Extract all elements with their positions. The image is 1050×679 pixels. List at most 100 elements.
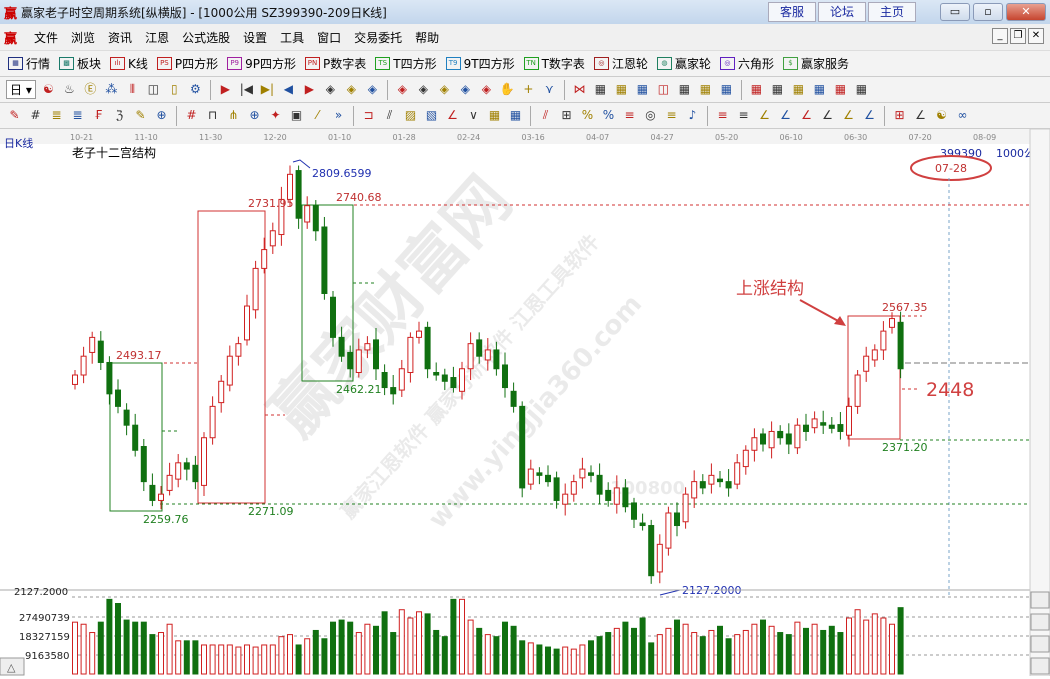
toolbar-button-0[interactable]: ▦ 行情	[8, 55, 50, 72]
menu-1[interactable]: 浏览	[71, 30, 96, 45]
tool-icon[interactable]: Ⓔ	[84, 82, 97, 96]
tool-icon[interactable]: +	[523, 82, 534, 96]
tool-icon[interactable]: ▦	[699, 82, 712, 96]
toolbar-button-11[interactable]: ◎ 六角形	[719, 55, 774, 72]
tool-icon[interactable]: ≣	[72, 108, 83, 122]
tool-icon[interactable]: ▶	[220, 82, 230, 96]
tool-icon[interactable]: ◎	[645, 108, 656, 122]
close-button[interactable]: ✕	[1006, 3, 1046, 21]
tool-icon[interactable]: ≡	[717, 108, 728, 122]
tool-icon[interactable]: ⊞	[894, 108, 905, 122]
tool-icon[interactable]: ≡	[624, 108, 635, 122]
tool-icon[interactable]: ◈	[418, 82, 428, 96]
tool-icon[interactable]: ₣	[94, 108, 103, 122]
menu-4[interactable]: 公式选股	[182, 30, 231, 45]
zoom-in-button[interactable]	[1030, 591, 1050, 609]
menu-9[interactable]: 帮助	[415, 30, 440, 45]
tool-icon[interactable]: ▯	[171, 82, 178, 96]
tool-icon[interactable]: ∠	[822, 108, 833, 122]
toolbar-button-9[interactable]: ◎ 江恩轮	[593, 55, 648, 72]
tool-icon[interactable]: ⫽	[386, 108, 393, 122]
tool-icon[interactable]: ∞	[957, 108, 968, 122]
tool-icon[interactable]: ∠	[864, 108, 875, 122]
forum-link[interactable]: 论坛	[818, 2, 866, 22]
tool-icon[interactable]: ⋈	[573, 82, 586, 96]
period-select[interactable]: 日 ▾	[6, 80, 36, 99]
tool-icon[interactable]: ▦	[488, 108, 501, 122]
tool-icon[interactable]: ◈	[367, 82, 377, 96]
tool-icon[interactable]: ⁄	[316, 108, 319, 122]
tool-icon[interactable]: ⊞	[561, 108, 572, 122]
tool-icon[interactable]: ◈	[439, 82, 449, 96]
toolbar-button-3[interactable]: PS P四方形	[156, 55, 218, 72]
toolbar-button-5[interactable]: PN P数字表	[305, 55, 366, 72]
tool-icon[interactable]: ◈	[460, 82, 470, 96]
collapse-pane-button[interactable]	[0, 657, 25, 676]
scroll-left-button[interactable]	[1030, 635, 1050, 653]
tool-icon[interactable]: ⚙	[189, 82, 201, 96]
tool-icon[interactable]: #	[186, 108, 197, 122]
menu-3[interactable]: 江恩	[145, 30, 170, 45]
tool-icon[interactable]: ⊕	[156, 108, 167, 122]
tool-icon[interactable]: ⋔	[228, 108, 239, 122]
tool-icon[interactable]: |◀	[239, 82, 253, 96]
toolbar-button-10[interactable]: ◍ 赢家轮	[656, 55, 711, 72]
tool-icon[interactable]: ≣	[51, 108, 62, 122]
tool-icon[interactable]: ▧	[425, 108, 438, 122]
tool-icon[interactable]: ▦	[594, 82, 607, 96]
menu-8[interactable]: 交易委托	[354, 30, 403, 45]
tool-icon[interactable]: ✋	[499, 82, 515, 96]
tool-icon[interactable]: ◀	[283, 82, 293, 96]
tool-icon[interactable]: ▦	[834, 82, 847, 96]
tool-icon[interactable]: ◈	[481, 82, 491, 96]
tool-icon[interactable]: ◈	[346, 82, 356, 96]
tool-icon[interactable]: ▨	[404, 108, 417, 122]
tool-icon[interactable]: ≡	[738, 108, 749, 122]
service-link[interactable]: 客服	[768, 2, 816, 22]
menu-5[interactable]: 设置	[243, 30, 268, 45]
tool-icon[interactable]: ▦	[750, 82, 763, 96]
tool-icon[interactable]: ✦	[270, 108, 281, 122]
tool-icon[interactable]: %	[602, 108, 615, 122]
tool-icon[interactable]: ∠	[447, 108, 458, 122]
tool-icon[interactable]: ▦	[678, 82, 691, 96]
tool-icon[interactable]: »	[334, 108, 343, 122]
toolbar-button-8[interactable]: TN T数字表	[523, 55, 585, 72]
tool-icon[interactable]: ▦	[792, 82, 805, 96]
tool-icon[interactable]: ☯	[936, 108, 947, 122]
toolbar-button-12[interactable]: $ 赢家服务	[782, 55, 849, 72]
toolbar-button-4[interactable]: P9 9P四方形	[227, 55, 296, 72]
tool-icon[interactable]: ⋎	[544, 82, 554, 96]
tool-icon[interactable]: ⊕	[249, 108, 260, 122]
homepage-link[interactable]: 主页	[868, 2, 916, 22]
tool-icon[interactable]: ▦	[720, 82, 733, 96]
tool-icon[interactable]: ⊐	[363, 108, 374, 122]
tool-icon[interactable]: ✎	[135, 108, 146, 122]
menu-6[interactable]: 工具	[280, 30, 305, 45]
mdi-restore-button[interactable]: ❐	[1010, 28, 1026, 44]
tool-icon[interactable]: ∠	[843, 108, 854, 122]
mdi-close-button[interactable]: ✕	[1028, 28, 1044, 44]
tool-icon[interactable]: ⫽	[542, 108, 549, 122]
tool-icon[interactable]: ▦	[813, 82, 826, 96]
tool-icon[interactable]: ⊓	[207, 108, 218, 122]
tool-icon[interactable]: ▣	[290, 108, 303, 122]
tool-icon[interactable]: ♨	[63, 82, 75, 96]
menu-2[interactable]: 资讯	[108, 30, 133, 45]
tool-icon[interactable]: #	[30, 108, 41, 122]
maximize-button[interactable]: ▫	[973, 3, 1003, 21]
scroll-right-button[interactable]	[1030, 657, 1050, 675]
tool-icon[interactable]: ⦀	[129, 82, 135, 96]
tool-icon[interactable]: ℨ	[115, 108, 124, 122]
tool-icon[interactable]: ◫	[147, 82, 160, 96]
tool-icon[interactable]: ◈	[325, 82, 335, 96]
mdi-minimize-button[interactable]: _	[992, 28, 1008, 44]
menu-0[interactable]: 文件	[34, 30, 59, 45]
chart-area[interactable]: 10-21 11-10 11-30 12-20 01-10 01-28 02-24 03-16…	[0, 128, 1050, 677]
tool-icon[interactable]: ∠	[915, 108, 926, 122]
toolbar-button-2[interactable]: ılı K线	[110, 55, 148, 72]
tool-icon[interactable]: ✎	[9, 108, 20, 122]
toolbar-button-1[interactable]: ▩ 板块	[59, 55, 101, 72]
tool-icon[interactable]: ◈	[397, 82, 407, 96]
tool-icon[interactable]: ◫	[657, 82, 670, 96]
